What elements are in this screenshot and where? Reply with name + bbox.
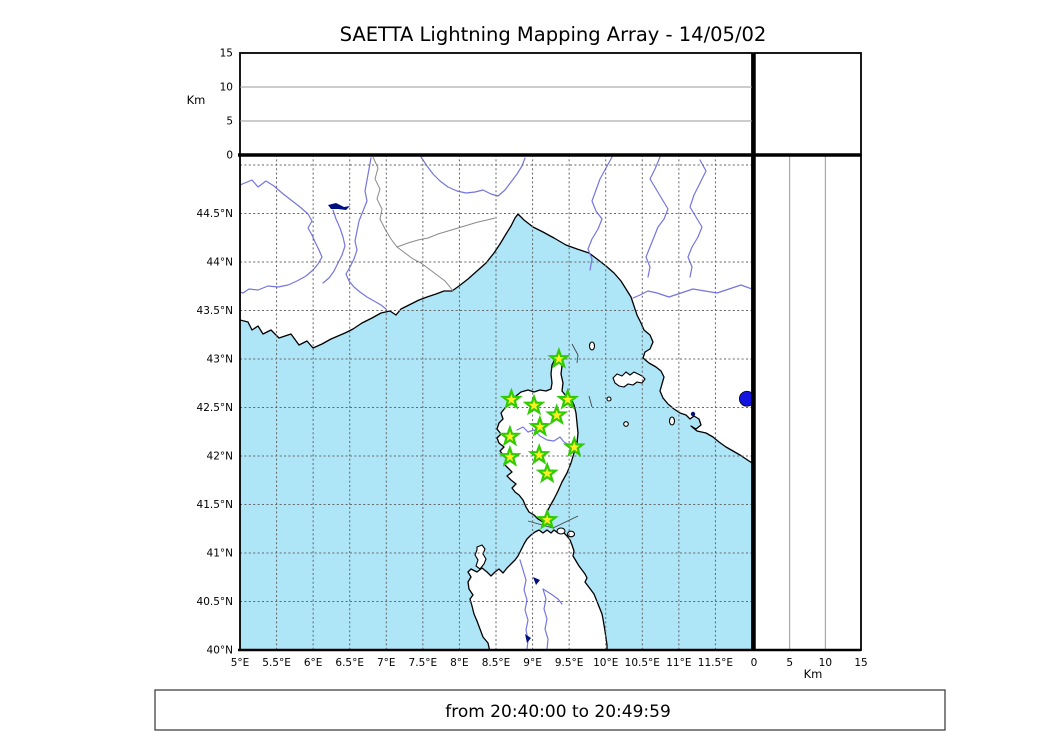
top-axis-tick-label: 0: [226, 150, 233, 162]
river: [420, 156, 526, 197]
corner-panel: [753, 52, 862, 156]
capraia-island: [588, 341, 596, 351]
lat-tick-label: 44°N: [207, 256, 233, 268]
station-marker: [522, 393, 546, 416]
station-marker: [499, 387, 523, 410]
station-marker: [527, 442, 551, 465]
lake: [525, 634, 531, 643]
asinara-island: [474, 544, 487, 570]
river: [587, 156, 613, 271]
lake: [328, 203, 350, 210]
mainland-coastline: [240, 155, 752, 464]
river: [542, 588, 563, 605]
station-marker: [556, 387, 580, 410]
river: [687, 159, 707, 278]
region-border: [396, 217, 496, 248]
maddalena-island: [556, 527, 566, 535]
lon-tick-label: 9°E: [523, 657, 542, 669]
river: [322, 209, 346, 284]
station-marker: [498, 444, 522, 467]
lon-tick-label: 5°E: [231, 657, 250, 669]
top-axis-unit-label: Km: [187, 93, 206, 107]
footer-box: [154, 689, 946, 731]
river: [345, 157, 387, 310]
top-axis-tick-label: 5: [226, 116, 233, 128]
lon-tick-label: 10°E: [593, 657, 618, 669]
lightning-event-dot: [738, 390, 752, 407]
lat-tick-label: 42°N: [207, 450, 233, 462]
top-axis-tick-label: 10: [220, 82, 233, 94]
lon-tick-label: 11°E: [666, 657, 691, 669]
map-panel: [240, 155, 752, 650]
top-altitude-panel: [239, 52, 753, 156]
tick-labels: 40°N 40.5°N 41°N 41.5°N 42°N 42.5°N 43°N 43.5°N…: [197, 48, 868, 670]
station-markers: [498, 346, 752, 530]
river: [645, 156, 669, 278]
lake: [533, 577, 540, 585]
lon-tick-label: 5.5°E: [262, 657, 291, 669]
lon-tick-label: 9.5°E: [555, 657, 584, 669]
station-marker: [498, 424, 522, 447]
lat-tick-label: 44.5°N: [197, 208, 233, 220]
river: [516, 426, 575, 448]
right-axis-unit-label: Km: [804, 667, 823, 681]
caprera-island: [566, 530, 576, 538]
panel-gridlines: [240, 86, 826, 650]
river: [632, 284, 752, 299]
right-axis-tick-label: 0: [751, 657, 758, 669]
river: [240, 179, 323, 294]
pianosa-island: [606, 396, 612, 402]
right-axis-tick-label: 15: [854, 657, 867, 669]
lat-tick-label: 43.5°N: [197, 305, 233, 317]
elba-island: [612, 371, 646, 388]
station-marker: [562, 435, 586, 458]
station-marker: [528, 414, 552, 437]
top-axis-tick-label: 15: [220, 48, 233, 60]
station-marker: [547, 346, 571, 369]
coastal-detail-line: [571, 343, 579, 364]
lagoon: [690, 411, 696, 417]
lat-tick-label: 41.5°N: [197, 499, 233, 511]
lat-tick-label: 43°N: [207, 353, 233, 365]
lon-tick-label: 8°E: [450, 657, 469, 669]
station-marker: [535, 507, 559, 530]
lat-tick-label: 42.5°N: [197, 402, 233, 414]
right-axis-tick-label: 5: [786, 657, 793, 669]
country-border: [372, 156, 454, 292]
station-marker: [535, 461, 559, 484]
station-marker: [545, 403, 569, 426]
river: [542, 588, 549, 650]
lon-tick-label: 10.5°E: [625, 657, 660, 669]
river: [519, 559, 529, 650]
coastal-detail-line: [588, 395, 593, 408]
lat-tick-label: 40.5°N: [197, 596, 233, 608]
lon-tick-label: 6°E: [304, 657, 323, 669]
sardinia-coastline: [467, 529, 608, 650]
lat-tick-label: 40°N: [207, 645, 233, 657]
giglio-island: [668, 416, 676, 426]
rivers: [240, 156, 752, 650]
right-altitude-panel: [753, 154, 862, 651]
lon-tick-label: 8.5°E: [482, 657, 511, 669]
lat-tick-label: 41°N: [207, 547, 233, 559]
lon-tick-label: 11.5°E: [698, 657, 733, 669]
lon-tick-label: 7°E: [377, 657, 396, 669]
time-range-label: from 20:40:00 to 20:49:59: [445, 702, 671, 722]
right-axis-tick-label: 10: [819, 657, 832, 669]
montecristo-island: [623, 421, 629, 427]
lon-tick-label: 6.5°E: [335, 657, 364, 669]
figure-title: SAETTA Lightning Mapping Array - 14/05/0…: [340, 23, 767, 46]
lon-tick-label: 7.5°E: [409, 657, 438, 669]
